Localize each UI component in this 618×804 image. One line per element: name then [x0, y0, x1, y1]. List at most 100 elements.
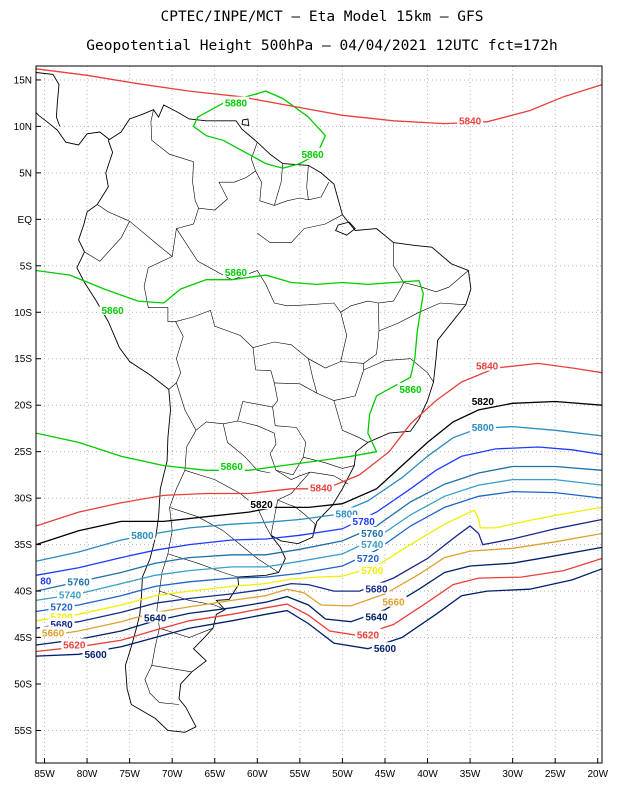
contour-label-5740: 5740 [59, 590, 82, 601]
lat-tick-label: 50S [14, 680, 32, 691]
contour-label-bg [48, 618, 75, 630]
graticule [36, 66, 602, 763]
border-line [150, 109, 199, 209]
contour-label-bg [248, 498, 275, 510]
contour-label-5720: 5720 [50, 602, 73, 613]
political-borders [84, 109, 469, 705]
lat-tick-label: 15N [14, 75, 32, 86]
contour-5720 [35, 490, 603, 613]
contour-5660 [35, 532, 603, 639]
lon-tick-label: 25W [545, 769, 566, 780]
contour-label-5680: 5680 [365, 585, 388, 596]
contour-label-bg [359, 526, 386, 538]
contour-label-5660: 5660 [42, 628, 65, 639]
border-line [306, 165, 309, 200]
contour-label-5880: 5860 [225, 268, 248, 279]
lon-tick-label: 20W [587, 769, 608, 780]
contour-label-bg [82, 647, 109, 659]
lat-tick-label: 45S [14, 633, 32, 644]
contour-label-bg [99, 303, 126, 315]
contour-label-bg [474, 359, 501, 371]
contour-label-bg [57, 588, 84, 600]
border-line [270, 470, 311, 536]
border-line [303, 456, 355, 469]
border-line [143, 256, 184, 390]
contour-5780 [35, 446, 603, 576]
contour-5760 [35, 465, 603, 592]
coastline-segment [241, 118, 250, 127]
contour-label-bg [359, 564, 386, 576]
border-line [363, 358, 434, 383]
contour-label-bg [457, 114, 484, 126]
contour-label-bg [371, 642, 398, 654]
title-line-1: CPTEC/INPE/MCT – Eta Model 15km – GFS [160, 9, 483, 25]
border-line [176, 228, 232, 280]
contour-label-5740: 5740 [361, 540, 384, 551]
contour-label-bg [223, 265, 250, 277]
contour-label-bg [469, 394, 496, 406]
contour-5820 [35, 400, 603, 546]
contour-label-5720: 5720 [357, 554, 380, 565]
lon-tick-label: 45W [375, 769, 396, 780]
border-line [167, 553, 238, 578]
contour-label-5880: 5860 [301, 150, 324, 161]
contour-5680 [35, 518, 603, 629]
lat-tick-label: 10S [14, 308, 32, 319]
contour-5880 [192, 90, 327, 169]
lat-tick-label: 35S [14, 540, 32, 551]
contour-5880 [35, 269, 424, 471]
contour-label-bg [354, 552, 381, 564]
contour-label-5760: 5760 [67, 577, 90, 588]
contour-label-bg [308, 481, 335, 493]
contour-label-bg [333, 507, 360, 519]
border-line [255, 170, 330, 206]
lon-tick-label: 30W [502, 769, 523, 780]
lon-tick-label: 60W [247, 769, 268, 780]
border-line [340, 312, 348, 362]
border-line [175, 310, 279, 431]
contour-5840 [35, 68, 603, 125]
contour-5840 [35, 362, 603, 527]
height-contours [35, 68, 603, 657]
border-line [393, 242, 469, 293]
contour-label-5680: 5680 [50, 620, 73, 631]
contour-5740 [35, 478, 603, 602]
axis-ticks: 15N 10N 5N EQ 5S 10S 15S 20S 25S 30S 35S 40S 45S 50S 5… [14, 75, 609, 780]
contour-label-bg [142, 611, 169, 623]
lat-tick-label: 10N [14, 122, 32, 133]
border-line [257, 214, 343, 243]
lat-tick-label: 40S [14, 587, 32, 598]
lat-tick-label: 15S [14, 354, 32, 365]
contour-label-5600: 5600 [374, 644, 397, 655]
border-line [308, 358, 369, 443]
lat-tick-label: 25S [14, 447, 32, 458]
contour-label-bg [65, 575, 92, 587]
contour-label-bg [61, 638, 88, 650]
contour-label-bg [363, 610, 390, 622]
contour-label-5840: 5840 [476, 362, 499, 373]
coastline-segment [76, 104, 472, 733]
contour-labels: 5880 5860 5860 5860 5860 5860 5840 5840 5840 5820… [40, 96, 501, 661]
contour-label-bg [48, 610, 75, 622]
border-line [277, 499, 316, 538]
border-line [159, 590, 226, 610]
lon-tick-label: 70W [162, 769, 183, 780]
border-line [97, 204, 199, 258]
contour-label-5600: 5600 [84, 650, 107, 661]
lon-tick-label: 85W [34, 769, 55, 780]
border-line [274, 382, 318, 394]
contour-label-5800: 5800 [472, 423, 495, 434]
contour-label-edge: 80 [40, 576, 52, 587]
contour-label-5760: 5760 [361, 529, 384, 540]
plot-frame [35, 65, 603, 764]
contour-label-5640: 5640 [365, 613, 388, 624]
border-line [198, 142, 258, 211]
contour-5620 [35, 557, 603, 653]
contour-label-5880: 5860 [221, 462, 244, 473]
lat-tick-label: 5N [19, 168, 32, 179]
lat-tick-label: EQ [18, 215, 33, 226]
contour-label-bg [40, 626, 67, 638]
contour-label-bg [354, 628, 381, 640]
